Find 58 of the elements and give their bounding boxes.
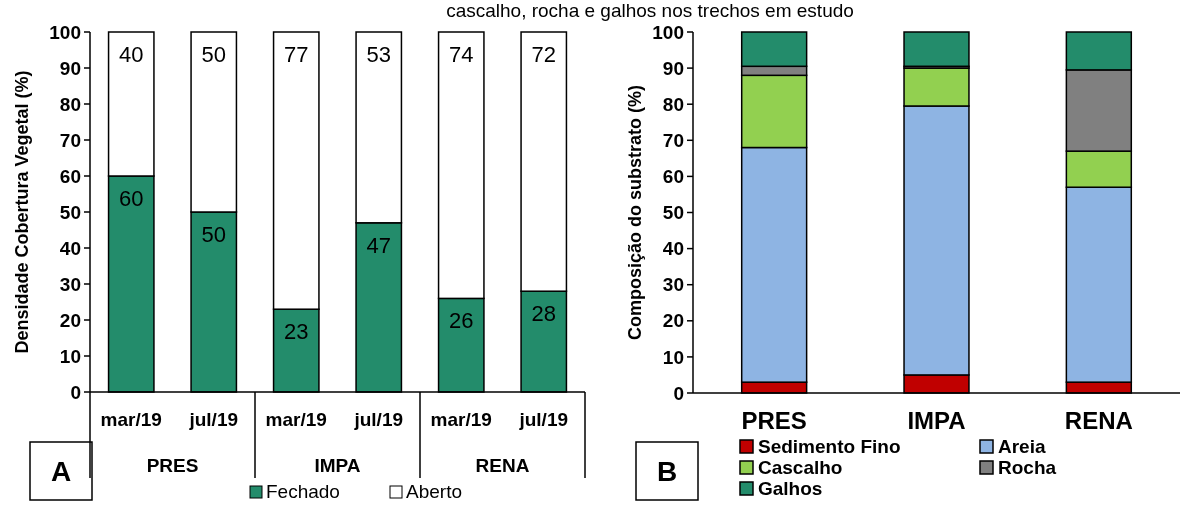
y-tick-label: 60 bbox=[59, 165, 81, 187]
y-tick-label: 10 bbox=[59, 345, 81, 367]
text: cascalho, rocha e galhos nos trechos em estudo bbox=[446, 0, 854, 21]
legend-label: Fechado bbox=[266, 481, 340, 502]
legend-label: Aberto bbox=[406, 481, 462, 502]
y-tick-label: 70 bbox=[662, 129, 684, 151]
text: IMPA bbox=[314, 455, 361, 476]
y-tick-label: 100 bbox=[652, 21, 684, 43]
data-label: 72 bbox=[531, 42, 556, 67]
x-tick-label: IMPA bbox=[907, 407, 966, 434]
x-tick-label: jul/19 bbox=[188, 409, 239, 430]
x-tick-label: mar/19 bbox=[265, 409, 327, 430]
y-tick-label: 90 bbox=[662, 57, 684, 79]
data-label: 40 bbox=[119, 42, 144, 67]
y-tick-label: 40 bbox=[662, 238, 684, 260]
legend-label: Sedimento Fino bbox=[758, 436, 901, 457]
y-tick-label: 70 bbox=[59, 129, 81, 151]
x-tick-label: mar/19 bbox=[100, 409, 162, 430]
legend-label: Cascalho bbox=[758, 457, 843, 478]
y-tick-label: 20 bbox=[59, 309, 81, 331]
x-tick-label: jul/19 bbox=[518, 409, 569, 430]
legend-label: Areia bbox=[998, 436, 1046, 457]
x-tick-label: mar/19 bbox=[430, 409, 492, 430]
data-label: 77 bbox=[284, 42, 309, 67]
y-axis-title: Composição do substrato (%) bbox=[625, 84, 645, 341]
data-label: 23 bbox=[284, 319, 309, 345]
data-label: 50 bbox=[201, 42, 226, 67]
y-tick-label: 50 bbox=[662, 202, 684, 224]
y-tick-label: 10 bbox=[662, 346, 684, 368]
y-tick-label: 100 bbox=[49, 21, 81, 43]
data-label: 53 bbox=[366, 42, 391, 67]
y-tick-label: 20 bbox=[662, 310, 684, 332]
text: PRES bbox=[146, 455, 199, 476]
text: B bbox=[656, 456, 678, 487]
x-tick-label: jul/19 bbox=[353, 409, 404, 430]
x-tick-label: RENA bbox=[1064, 407, 1133, 434]
y-tick-label: 80 bbox=[662, 93, 684, 115]
data-label: 50 bbox=[201, 222, 226, 247]
data-label: 47 bbox=[366, 232, 391, 258]
text: RENA bbox=[475, 455, 530, 476]
data-label: 74 bbox=[449, 42, 474, 67]
y-tick-label: 0 bbox=[673, 382, 684, 404]
y-tick-label: 80 bbox=[59, 93, 81, 115]
y-tick-label: 60 bbox=[662, 166, 684, 188]
y-tick-label: 90 bbox=[59, 57, 81, 79]
y-tick-label: 40 bbox=[59, 237, 81, 259]
x-tick-label: PRES bbox=[741, 407, 807, 434]
y-tick-label: 30 bbox=[59, 273, 81, 295]
text: A bbox=[50, 456, 72, 487]
data-label: 60 bbox=[119, 186, 144, 211]
data-label: 28 bbox=[531, 301, 556, 327]
y-axis-title: Densidade Cobertura Vegetal (%) bbox=[12, 70, 32, 354]
y-tick-label: 0 bbox=[70, 381, 81, 403]
y-tick-label: 50 bbox=[59, 201, 81, 223]
legend-label: Rocha bbox=[998, 457, 1057, 478]
y-tick-label: 30 bbox=[662, 274, 684, 296]
data-label: 26 bbox=[449, 308, 474, 334]
legend-label: Galhos bbox=[758, 478, 823, 499]
